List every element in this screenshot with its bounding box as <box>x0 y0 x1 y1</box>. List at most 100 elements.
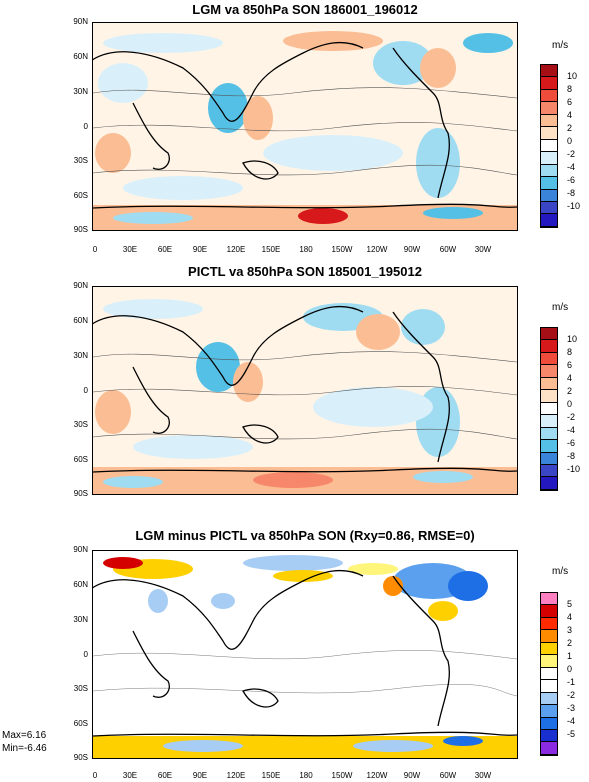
colorbar-swatch <box>541 340 557 353</box>
colorbar-swatch <box>541 617 557 631</box>
lon-label: 0 <box>92 771 98 780</box>
colorbar-swatch <box>541 705 557 718</box>
colorbar-swatch <box>541 642 557 656</box>
lon-label: 180 <box>299 771 313 780</box>
lat-label: 90N <box>73 545 88 554</box>
lon-label: 60W <box>439 771 457 780</box>
colorbar-label: 0 <box>567 136 573 146</box>
colorbar-label: 3 <box>567 625 573 635</box>
colorbar-label: 0 <box>567 399 573 409</box>
colorbar-swatch <box>541 427 557 441</box>
colorbar-label: -4 <box>567 716 576 726</box>
panel-title: LGM minus PICTL va 850hPa SON (Rxy=0.86,… <box>135 528 475 543</box>
lon-label: 150W <box>331 245 353 254</box>
colorbar-swatch <box>541 127 557 140</box>
lon-label: 90W <box>403 245 421 254</box>
colorbar-swatch <box>541 655 557 668</box>
lat-label: 90S <box>73 753 88 762</box>
colorbar-swatch <box>541 189 557 202</box>
colorbar-label: -2 <box>567 149 576 159</box>
lon-label: 0 <box>92 245 98 254</box>
lon-label: 60E <box>157 245 173 254</box>
lon-label: 120W <box>366 245 388 254</box>
colorbar-label: -1 <box>567 677 576 687</box>
min-value: Min=-6.46 <box>2 743 47 754</box>
lat-label: 0 <box>83 386 88 395</box>
colorbar-label: 4 <box>567 612 573 622</box>
colorbar-swatch <box>541 464 557 478</box>
colorbar-label: -2 <box>567 412 576 422</box>
colorbar-label: -8 <box>567 451 576 461</box>
lon-label: 60W <box>439 245 457 254</box>
lon-label: 90W <box>403 771 421 780</box>
colorbar-swatch <box>541 164 557 178</box>
colorbar-label: -3 <box>567 703 576 713</box>
map-difference <box>92 550 518 759</box>
colorbar-label: 8 <box>567 347 573 357</box>
lat-label: 0 <box>83 650 88 659</box>
panel-title: PICTL va 850hPa SON 185001_195012 <box>188 264 422 279</box>
units-label: m/s <box>552 302 569 313</box>
colorbar-swatch <box>541 667 557 681</box>
colorbar-label: 2 <box>567 123 573 133</box>
colorbar-label: 5 <box>567 599 573 609</box>
units-label: m/s <box>552 566 569 577</box>
colorbar-swatch <box>541 680 557 693</box>
lon-label: 150E <box>261 245 281 254</box>
colorbar-swatch <box>541 605 557 618</box>
colorbar-label: -4 <box>567 425 576 435</box>
lon-label: 180 <box>299 245 313 254</box>
colorbar <box>540 592 558 756</box>
lon-label: 120E <box>226 771 246 780</box>
lat-label: 0 <box>83 122 88 131</box>
lat-label: 60N <box>73 52 88 61</box>
lat-label: 90S <box>73 489 88 498</box>
colorbar-swatch <box>541 214 557 227</box>
map-field <box>93 551 517 758</box>
map-field <box>93 287 517 494</box>
lat-label: 60S <box>73 719 88 728</box>
colorbar-swatch <box>541 477 557 490</box>
colorbar-label: -10 <box>567 464 581 474</box>
lat-label: 30N <box>73 351 88 360</box>
colorbar-label: -6 <box>567 438 576 448</box>
colorbar-swatch <box>541 630 557 643</box>
lon-label: 30W <box>474 245 492 254</box>
lat-label: 60S <box>73 191 88 200</box>
colorbar-swatch <box>541 452 557 465</box>
colorbar-swatch <box>541 114 557 128</box>
colorbar <box>540 64 558 228</box>
colorbar-swatch <box>541 201 557 215</box>
lon-label: 120E <box>226 245 246 254</box>
colorbar-swatch <box>541 593 557 606</box>
colorbar-swatch <box>541 365 557 378</box>
colorbar-label: 6 <box>567 97 573 107</box>
lon-label: 30W <box>474 771 492 780</box>
colorbar-swatch <box>541 377 557 391</box>
colorbar-swatch <box>541 717 557 730</box>
colorbar-label: 4 <box>567 110 573 120</box>
colorbar-label: -2 <box>567 690 576 700</box>
lat-label: 90N <box>73 17 88 26</box>
lat-label: 60N <box>73 316 88 325</box>
colorbar-label: 10 <box>567 334 578 344</box>
colorbar-label: 8 <box>567 84 573 94</box>
lon-label: 150W <box>331 771 353 780</box>
lat-label: 30N <box>73 87 88 96</box>
colorbar-label: 2 <box>567 638 573 648</box>
lat-label: 60S <box>73 455 88 464</box>
colorbar-label: 10 <box>567 71 578 81</box>
colorbar-swatch <box>541 102 557 115</box>
colorbar-swatch <box>541 729 557 743</box>
colorbar-swatch <box>541 139 557 153</box>
lat-label: 30S <box>73 420 88 429</box>
map-lgm <box>92 22 518 231</box>
colorbar-swatch <box>541 328 557 341</box>
colorbar-label: 4 <box>567 373 573 383</box>
colorbar-swatch <box>541 177 557 190</box>
map-pictl <box>92 286 518 495</box>
colorbar-label: 6 <box>567 360 573 370</box>
lat-label: 90S <box>73 225 88 234</box>
map-field <box>93 23 517 230</box>
colorbar-label: -4 <box>567 162 576 172</box>
